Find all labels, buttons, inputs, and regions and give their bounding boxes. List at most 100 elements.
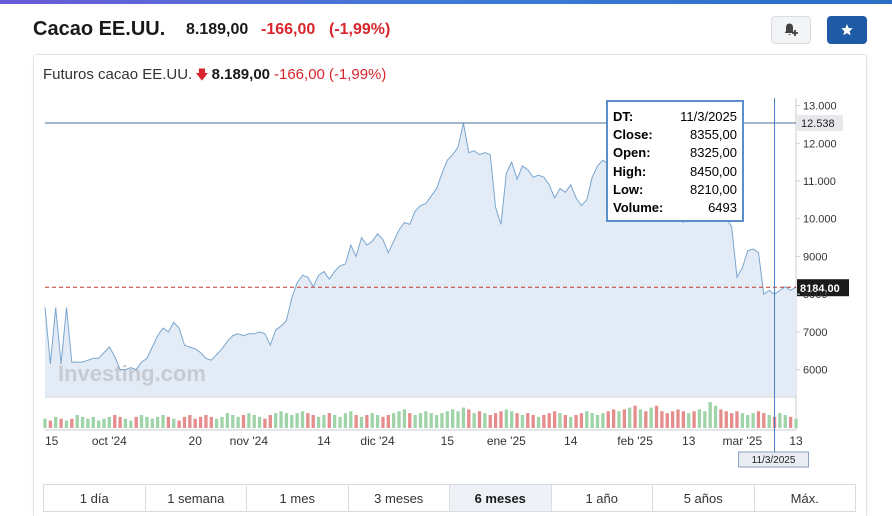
chart-instrument-name: Futuros cacao EE.UU. xyxy=(43,66,193,83)
tab-5-a-os[interactable]: 5 años xyxy=(653,485,755,511)
volume-bar xyxy=(794,418,798,428)
volume-bar xyxy=(215,418,219,428)
volume-bar xyxy=(96,420,101,428)
tooltip-row: Open: 8325,00 xyxy=(613,144,737,162)
tooltip-value: 6493 xyxy=(708,199,737,215)
tab-1-a-o[interactable]: 1 año xyxy=(552,485,653,511)
volume-bar xyxy=(129,420,133,428)
volume-bar xyxy=(247,413,251,428)
tooltip-value: 8210,00 xyxy=(690,181,737,197)
volume-bar xyxy=(719,409,723,428)
volume-bar xyxy=(268,415,272,428)
x-tick-label: 13 xyxy=(789,434,803,448)
volume-bar xyxy=(499,411,503,428)
volume-bar xyxy=(80,416,85,428)
max-price-label: 12.538 xyxy=(801,118,835,130)
volume-bar xyxy=(177,420,181,428)
tooltip-key: Open: xyxy=(613,145,651,161)
volume-bar xyxy=(252,415,256,428)
volume-bar xyxy=(118,416,122,428)
volume-bar xyxy=(762,413,766,428)
x-tick-label: 15 xyxy=(441,434,455,448)
volume-bar xyxy=(504,409,508,428)
volume-bar xyxy=(91,416,95,428)
timeframe-tabs: 1 día 1 semana 1 mes 3 meses 6 meses 1 año 5 a… xyxy=(43,484,856,512)
volume-bar xyxy=(740,413,745,428)
volume-bar xyxy=(236,416,240,428)
tab-3-meses[interactable]: 3 meses xyxy=(349,485,450,511)
volume-bar xyxy=(778,413,782,428)
volume-bar xyxy=(70,418,74,428)
arrow-down-icon: 🡇 xyxy=(195,67,209,82)
volume-bar xyxy=(429,413,433,428)
volume-bar xyxy=(751,413,755,428)
volume-bar xyxy=(676,409,680,428)
volume-bar xyxy=(257,416,262,428)
tooltip-row: Volume: 6493 xyxy=(613,199,737,217)
volume-bar xyxy=(193,418,197,428)
volume-bar xyxy=(188,415,192,428)
volume-bar xyxy=(536,416,541,428)
volume-bar xyxy=(649,407,653,428)
volume-bar xyxy=(300,411,305,428)
chart-change-pct: (-1,99%) xyxy=(328,66,387,83)
top-accent-bar xyxy=(0,0,892,4)
volume-bar xyxy=(375,415,380,428)
tooltip-key: DT: xyxy=(613,109,634,124)
tab-1-día[interactable]: 1 día xyxy=(44,485,146,511)
x-tick-label: feb '25 xyxy=(617,434,653,448)
tooltip-value: 8450,00 xyxy=(690,163,737,179)
y-tick-label: 12.000 xyxy=(803,138,837,150)
volume-bar xyxy=(724,411,728,428)
volume-bar xyxy=(611,409,616,428)
volume-bar xyxy=(413,415,417,428)
tooltip-value: 11/3/2025 xyxy=(680,109,737,124)
volume-bar xyxy=(617,411,621,428)
x-tick-label: 14 xyxy=(564,434,578,448)
volume-bar xyxy=(263,418,267,428)
volume-bar xyxy=(515,413,519,428)
volume-bar xyxy=(729,413,734,428)
x-tick-label: 14 xyxy=(317,434,331,448)
volume-bar xyxy=(483,413,487,428)
volume-bar xyxy=(670,411,675,428)
volume-bar xyxy=(628,407,632,428)
volume-bar xyxy=(531,415,535,428)
volume-bar xyxy=(445,411,449,428)
volume-bar xyxy=(547,413,551,428)
volume-bar xyxy=(606,411,610,428)
volume-bar xyxy=(488,415,492,428)
instrument-change-pct: (-1,99%) xyxy=(329,21,391,38)
volume-bar xyxy=(703,411,707,428)
add-alert-button[interactable] xyxy=(771,16,811,44)
volume-bar xyxy=(392,413,396,428)
tooltip-key: Low: xyxy=(613,181,644,197)
tab-1-semana[interactable]: 1 semana xyxy=(146,485,247,511)
volume-bar xyxy=(349,411,353,428)
price-chart[interactable]: Investing.com 12.538 8184,00 13.000 12.000 11… xyxy=(0,0,892,480)
tab-1-mes[interactable]: 1 mes xyxy=(247,485,349,511)
tab-máx-[interactable]: Máx. xyxy=(790,490,819,506)
volume-bar xyxy=(574,415,578,428)
volume-bar xyxy=(756,411,761,428)
instrument-price: 8.189,00 xyxy=(186,21,249,38)
volume-bar xyxy=(788,416,793,428)
tooltip-key: Volume: xyxy=(613,199,664,215)
volume-bar xyxy=(386,415,390,428)
volume-bar xyxy=(665,413,669,428)
watchlist-star-button[interactable] xyxy=(827,16,867,44)
volume-bar xyxy=(579,413,584,428)
volume-bar xyxy=(322,415,326,428)
volume-bar xyxy=(697,409,702,428)
volume-bar xyxy=(461,407,466,428)
volume-bar xyxy=(418,413,423,428)
bell-plus-icon xyxy=(784,23,798,36)
x-tick-label: mar '25 xyxy=(723,434,763,448)
volume-bar xyxy=(64,420,69,428)
volume-bar xyxy=(290,415,294,428)
tooltip-row: Low: 8210,00 xyxy=(613,181,737,199)
volume-bar xyxy=(692,411,696,428)
tab-6-meses[interactable]: 6 meses xyxy=(450,485,552,511)
instrument-change: -166,00 xyxy=(261,21,316,38)
volume-bar xyxy=(48,420,53,428)
